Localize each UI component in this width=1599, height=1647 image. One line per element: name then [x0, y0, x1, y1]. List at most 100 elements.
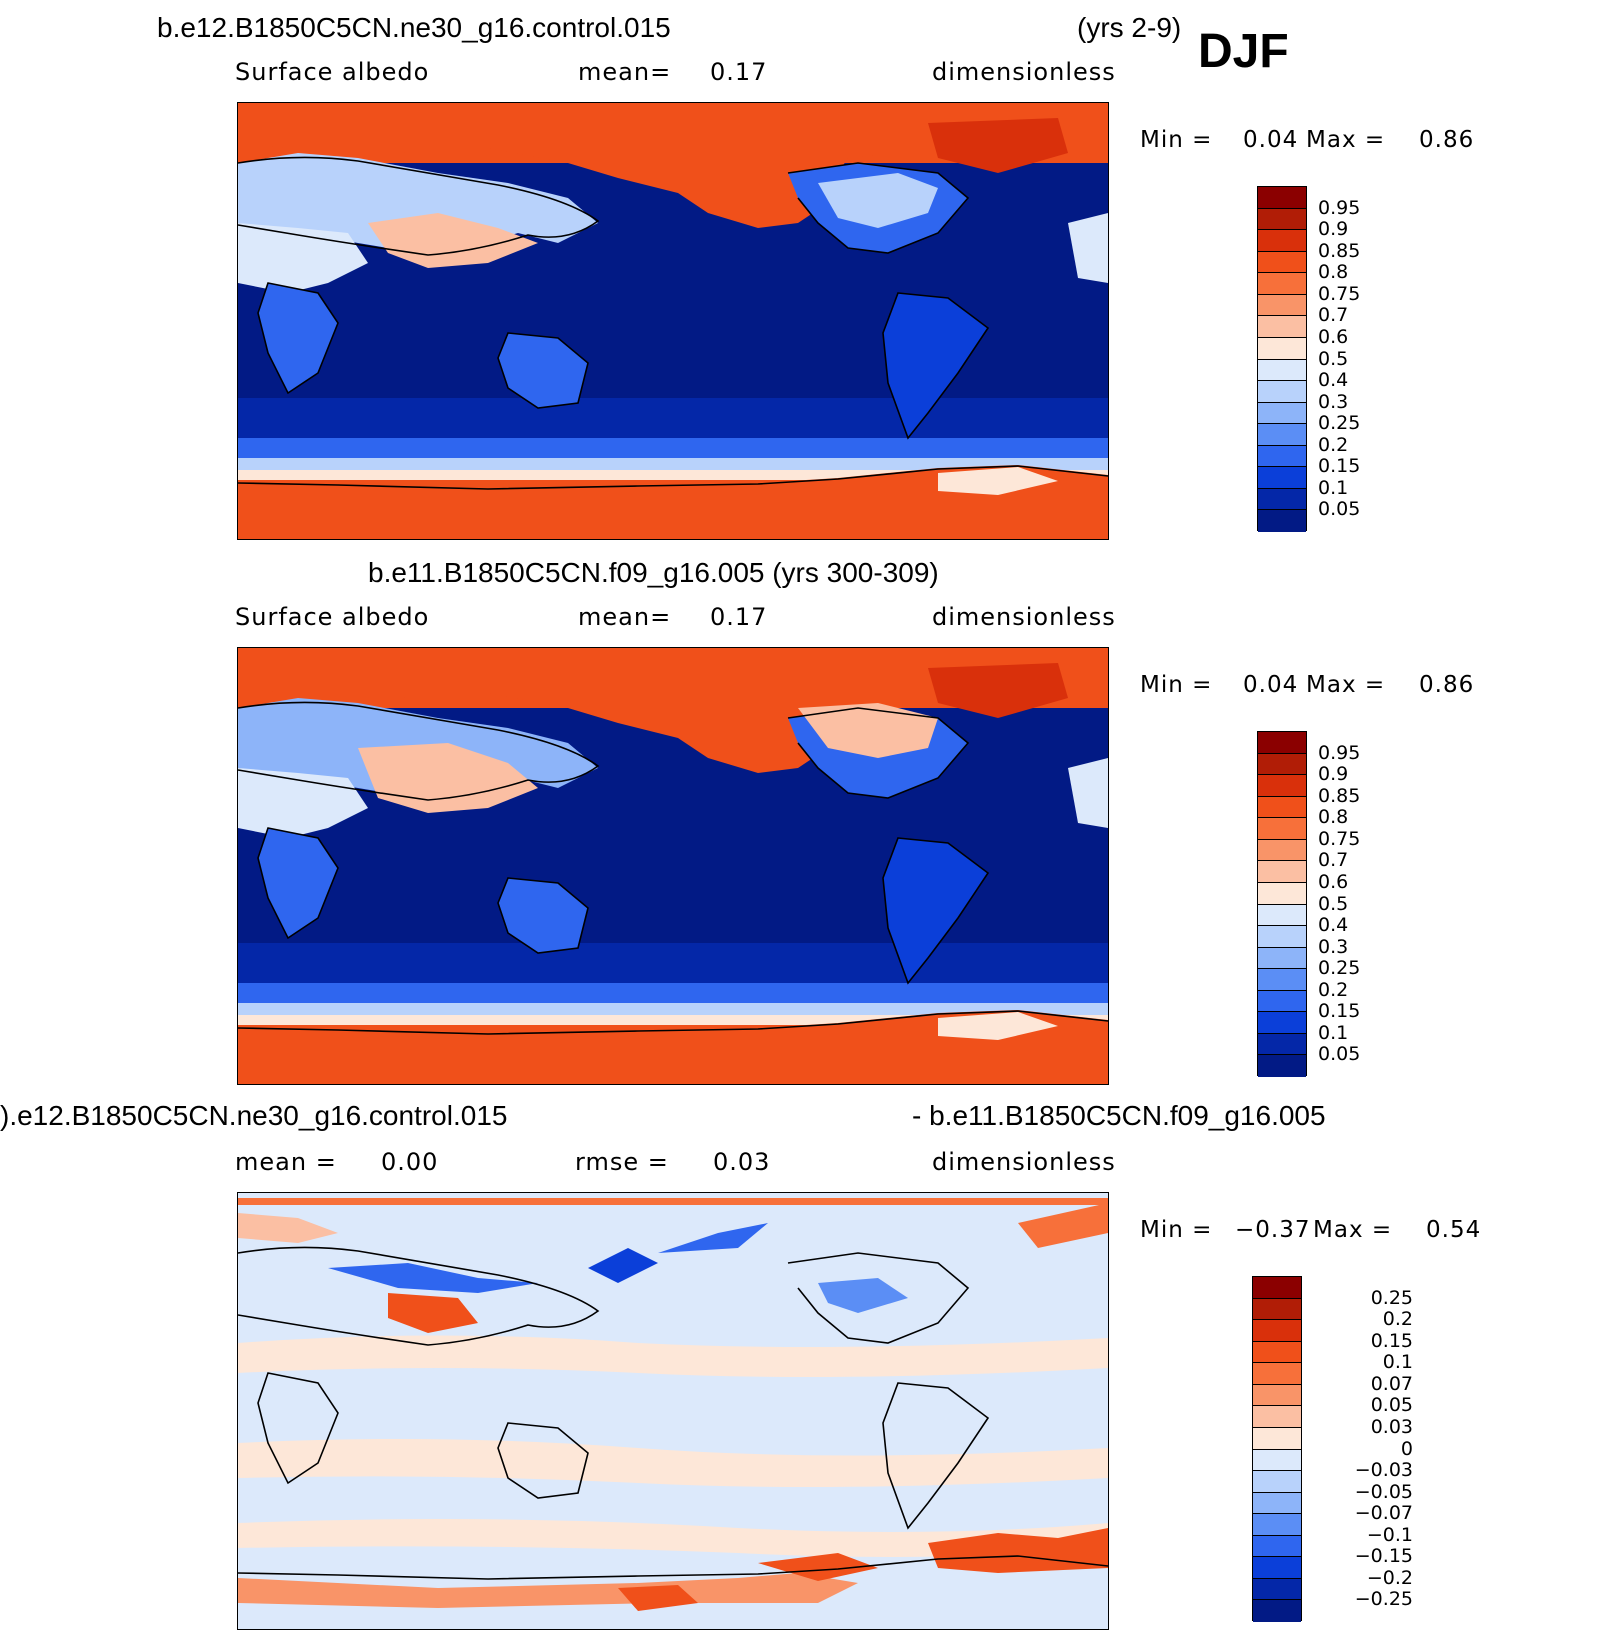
panel2-colorbar-swatch [1258, 732, 1306, 754]
panel2-colorbar-tick-label: 0.4 [1318, 914, 1349, 937]
panel2-units: dimensionless [932, 603, 1116, 631]
panel2-colorbar-tick-label: 0.3 [1318, 935, 1349, 958]
panel3-colorbar-swatch [1253, 1578, 1301, 1601]
panel2-colorbar-tick-label: 0.7 [1318, 849, 1349, 872]
panel2-colorbar-tick-label: 0.05 [1318, 1043, 1361, 1066]
panel3-colorbar-tick-label: 0.07 [1370, 1372, 1413, 1395]
panel1-colorbar-tick-label: 0.3 [1318, 390, 1349, 413]
panel2-colorbar-swatch [1258, 796, 1306, 819]
panel2-colorbar-swatch [1258, 775, 1306, 797]
panel2-colorbar-tick-label: 0.75 [1318, 827, 1361, 850]
panel2-title: b.e11.B1850C5CN.f09_g16.005 (yrs 300-309… [368, 557, 939, 588]
panel3-colorbar-swatch [1253, 1427, 1301, 1450]
panel1-colorbar-tick-label: 0.95 [1318, 196, 1361, 219]
panel1-colorbar-swatch [1258, 445, 1306, 468]
panel3-min-label: Min = [1140, 1217, 1213, 1243]
panel3-colorbar [1252, 1276, 1302, 1622]
panel3-colorbar-swatch [1253, 1557, 1301, 1579]
panel3-colorbar-tick-label: 0.15 [1370, 1329, 1413, 1352]
panel2-colorbar-swatch [1258, 861, 1306, 883]
panel2-colorbar-swatch [1258, 1012, 1306, 1034]
case-title: b.e12.B1850C5CN.ne30_g16.control.015 [157, 12, 671, 43]
panel1-colorbar-swatch [1258, 230, 1306, 252]
panel1-colorbar-swatch [1258, 467, 1306, 489]
years-label: (yrs 2-9) [1077, 12, 1182, 43]
panel2-colorbar-swatch [1258, 947, 1306, 970]
panel3-mean-label: mean = [235, 1148, 337, 1176]
panel3-colorbar-swatch [1253, 1363, 1301, 1385]
panel3-colorbar-tick-label: −0.05 [1354, 1480, 1413, 1503]
panel3-max-value: 0.54 [1426, 1217, 1482, 1243]
panel3-colorbar-swatch [1253, 1298, 1301, 1321]
panel2-colorbar-swatch [1258, 990, 1306, 1013]
panel1-mean-label: mean= [578, 58, 672, 86]
panel3-colorbar-tick-label: −0.03 [1354, 1459, 1413, 1482]
panel3-colorbar-swatch [1253, 1449, 1301, 1472]
panel2-colorbar-swatch [1258, 882, 1306, 905]
panel1-colorbar-swatch [1258, 251, 1306, 274]
panel1-colorbar-tick-label: 0.8 [1318, 261, 1349, 284]
panel1-colorbar-tick-label: 0.2 [1318, 433, 1349, 456]
panel2-colorbar-swatch [1258, 1055, 1306, 1077]
panel3-colorbar-swatch [1253, 1471, 1301, 1493]
panel1-min-value: 0.04 [1243, 127, 1299, 153]
panel2-colorbar-swatch [1258, 969, 1306, 991]
panel2-colorbar-swatch [1258, 753, 1306, 776]
panel2-colorbar-tick-label: 0.5 [1318, 892, 1349, 915]
panel1-colorbar-swatch [1258, 294, 1306, 317]
panel2-max-value: 0.86 [1419, 672, 1475, 698]
panel1-max-label: Max = [1306, 127, 1386, 153]
panel2-max-label: Max = [1306, 672, 1386, 698]
panel1-min-label: Min = [1140, 127, 1213, 153]
panel3-colorbar-tick-label: −0.15 [1354, 1545, 1413, 1568]
panel3-colorbar-swatch [1253, 1384, 1301, 1407]
panel1-variable: Surface albedo [235, 58, 430, 86]
panel2-colorbar-swatch [1258, 818, 1306, 840]
panel3-colorbar-tick-label: 0.25 [1370, 1286, 1413, 1309]
panel1-colorbar-swatch [1258, 208, 1306, 231]
panel1-colorbar-tick-label: 0.5 [1318, 347, 1349, 370]
panel1-units: dimensionless [932, 58, 1116, 86]
panel1-colorbar-tick-label: 0.75 [1318, 282, 1361, 305]
panel3-colorbar-swatch [1253, 1600, 1301, 1622]
panel2-colorbar-tick-label: 0.95 [1318, 741, 1361, 764]
panel2-colorbar-swatch [1258, 926, 1306, 948]
panel3-colorbar-swatch [1253, 1341, 1301, 1364]
panel3-colorbar-swatch [1253, 1514, 1301, 1536]
panel2-min-label: Min = [1140, 672, 1213, 698]
panel1-max-value: 0.86 [1419, 127, 1475, 153]
panel2-map [237, 647, 1109, 1085]
panel3-colorbar-tick-label: −0.2 [1366, 1566, 1413, 1589]
panel2-colorbar-tick-label: 0.9 [1318, 763, 1349, 786]
panel2-mean-value: 0.17 [710, 603, 768, 631]
panel2-colorbar-swatch [1258, 839, 1306, 862]
panel3-colorbar-tick-label: 0.1 [1382, 1351, 1413, 1374]
panel3-min-value: −0.37 [1235, 1217, 1311, 1243]
panel3-colorbar-tick-label: −0.1 [1366, 1523, 1413, 1546]
panel2-colorbar-tick-label: 0.8 [1318, 806, 1349, 829]
panel2-colorbar-swatch [1258, 1033, 1306, 1056]
panel3-colorbar-swatch [1253, 1277, 1301, 1299]
panel3-units: dimensionless [932, 1148, 1116, 1176]
panel1-map [237, 102, 1109, 540]
panel1-colorbar-swatch [1258, 510, 1306, 532]
panel3-map [237, 1192, 1109, 1630]
panel1-colorbar-swatch [1258, 488, 1306, 511]
panel1-colorbar-labels: 0.95 0.9 0.85 0.8 0.75 0.7 0.6 0.5 0.4 0.3 0.25 0.2… [1318, 186, 1408, 531]
panel3-colorbar-tick-label: 0.2 [1382, 1308, 1413, 1331]
panel3-rmse-value: 0.03 [713, 1148, 771, 1176]
panel1-colorbar-tick-label: 0.15 [1318, 455, 1361, 478]
panel1-mean-value: 0.17 [710, 58, 768, 86]
season-label: DJF [1198, 25, 1289, 78]
panel1-colorbar-swatch [1258, 316, 1306, 338]
panel3-rmse-label: rmse = [575, 1148, 669, 1176]
panel1-colorbar-tick-label: 0.05 [1318, 498, 1361, 521]
panel2-colorbar [1257, 731, 1307, 1077]
panel3-title-right: - b.e11.B1850C5CN.f09_g16.005 [912, 1100, 1326, 1131]
panel2-colorbar-tick-label: 0.2 [1318, 978, 1349, 1001]
panel3-colorbar-swatch [1253, 1535, 1301, 1558]
panel3-max-label: Max = [1313, 1217, 1393, 1243]
panel2-mean-label: mean= [578, 603, 672, 631]
panel1-colorbar-swatch [1258, 337, 1306, 360]
panel2-colorbar-tick-label: 0.85 [1318, 784, 1361, 807]
